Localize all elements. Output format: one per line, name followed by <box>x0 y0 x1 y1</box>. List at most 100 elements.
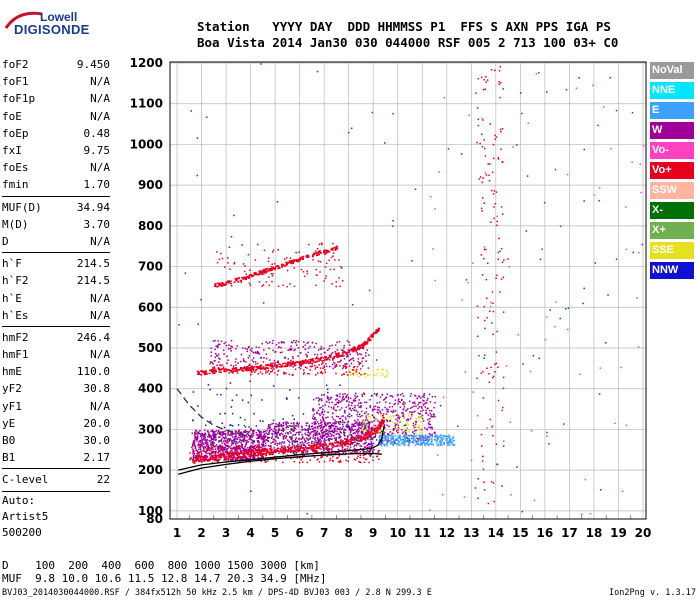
echo-dot-w <box>360 431 363 434</box>
echo-dot-w <box>205 458 207 461</box>
echo-dot-w <box>213 430 215 433</box>
echo-trace-o <box>380 425 383 428</box>
echo-dot-sse <box>358 375 360 378</box>
echo-dot-vo <box>324 371 327 374</box>
echo-dot-w <box>330 425 332 428</box>
echo-dot-w <box>323 437 326 440</box>
echo-dot-w <box>252 439 254 442</box>
echo-trace-double-hop <box>294 362 297 365</box>
echo-trace-o <box>312 446 315 449</box>
echo-dot-w <box>293 427 295 429</box>
echo-dot-w <box>216 459 218 462</box>
echo-dot-vo <box>247 457 250 460</box>
echo-dot-w <box>313 418 315 420</box>
param-value: 22 <box>96 473 110 487</box>
echo-dot-w <box>583 200 585 202</box>
echo-dot-w <box>386 410 388 413</box>
echo-dot-w <box>385 413 388 415</box>
echo-dot-vo <box>266 371 269 373</box>
param-key: foF2 <box>2 58 29 72</box>
echo-dot-w <box>365 360 367 362</box>
echo-dot-e <box>453 444 456 446</box>
echo-dot-sse <box>391 421 393 424</box>
echo-dot-w <box>424 427 426 429</box>
echo-dot-w <box>337 451 339 454</box>
echo-trace-o <box>315 446 318 449</box>
echo-dot-e <box>418 443 420 446</box>
echo-dot-w <box>371 414 374 417</box>
echo-trace-o <box>358 440 361 442</box>
echo-dot-e <box>452 436 454 439</box>
echo-dot-w <box>341 419 344 422</box>
echo-dot-sse <box>376 433 378 435</box>
echo-dot-w <box>428 409 431 412</box>
echo-trace-triple-hop <box>273 267 276 270</box>
echo-dot-vo <box>254 369 257 372</box>
echo-dot-w <box>361 347 364 349</box>
echo-dot-w <box>338 399 340 402</box>
echo-trace-triple-hop <box>299 257 302 259</box>
echo-dot-sse <box>384 376 387 378</box>
echo-dot-w <box>345 396 347 399</box>
echo-trace-double-hop <box>281 365 284 368</box>
echo-dot-w <box>207 443 209 446</box>
echo-dot-w <box>275 435 278 437</box>
echo-dot-w <box>254 352 257 354</box>
echo-dot-vo <box>331 449 333 452</box>
echo-dot-vo <box>495 136 498 138</box>
echo-dot-vo <box>348 365 351 367</box>
echo-dot-w <box>268 433 270 435</box>
echo-dot-w <box>251 359 253 361</box>
echo-dot-e <box>422 437 424 439</box>
echo-dot-vo <box>481 460 484 462</box>
echo-dot-vo <box>261 456 264 459</box>
echo-dot-w <box>226 449 228 451</box>
echo-trace-o <box>341 441 344 444</box>
echo-dot-nnw <box>302 413 305 415</box>
echo-dot-w <box>393 428 395 430</box>
echo-dot-sse <box>362 373 364 376</box>
echo-dot-w <box>326 435 329 438</box>
echo-dot-vo <box>484 172 487 174</box>
echo-dot-w <box>338 428 340 430</box>
echo-dot-e <box>396 438 399 441</box>
echo-dot-w <box>282 422 285 425</box>
echo-dot-w <box>367 422 370 424</box>
echo-dot-e <box>384 437 386 439</box>
echo-dot-w <box>328 401 331 404</box>
echo-dot-w <box>349 397 352 400</box>
echo-dot-w <box>425 401 428 404</box>
echo-dot-vo <box>256 445 258 448</box>
echo-dot-w <box>262 445 265 447</box>
echo-dot-w <box>324 441 326 443</box>
echo-trace-triple-hop <box>263 271 266 274</box>
echo-dot-w <box>402 408 405 410</box>
echo-dot-w <box>385 408 388 410</box>
echo-dot-w <box>241 447 244 449</box>
echo-dot-vo <box>342 366 345 369</box>
echo-trace-o <box>297 445 300 448</box>
echo-trace-triple-hop <box>285 264 288 266</box>
echo-dot-w <box>418 402 421 404</box>
echo-dot-sse <box>384 419 386 421</box>
echo-dot-vo <box>229 450 232 452</box>
echo-dot-w <box>342 399 345 401</box>
echo-dot-nnw <box>369 405 371 407</box>
echo-dot-vo <box>486 297 488 299</box>
echo-trace-double-hop <box>366 340 369 342</box>
echo-dot-w <box>194 433 197 435</box>
echo-dot-w <box>229 347 232 350</box>
echo-dot-w <box>198 440 200 443</box>
echo-dot-w <box>281 351 283 354</box>
echo-dot-w <box>347 421 350 423</box>
echo-dot-w <box>368 427 371 430</box>
echo-dot-nnw <box>307 430 310 432</box>
echo-trace-double-hop <box>337 352 340 354</box>
echo-trace-double-hop <box>286 363 289 365</box>
echo-trace-double-hop <box>234 368 237 371</box>
echo-dot-e <box>382 436 384 439</box>
echo-dot-w <box>208 434 210 437</box>
echo-dot-w <box>336 394 339 397</box>
echo-dot-e <box>391 443 394 445</box>
echo-dot-w <box>282 437 285 439</box>
